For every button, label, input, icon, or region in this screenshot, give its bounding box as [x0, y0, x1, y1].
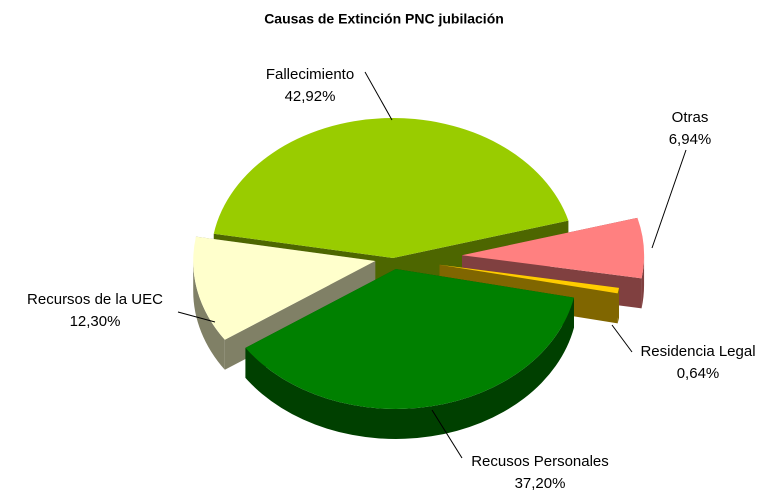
- slice: [439, 264, 620, 294]
- slice-side: [641, 255, 645, 309]
- slice: [245, 268, 574, 409]
- slice-value-label: 0,64%: [677, 365, 720, 382]
- slice-label: Fallecimiento: [266, 66, 354, 83]
- slice-label: Otras: [672, 109, 709, 126]
- slice: [213, 117, 569, 259]
- slice-value-label: 37,20%: [515, 475, 566, 492]
- slice-value-label: 12,30%: [70, 313, 121, 330]
- leader-line: [177, 311, 216, 323]
- leader-line: [364, 71, 393, 121]
- slice-value-label: 42,92%: [285, 88, 336, 105]
- slice: [193, 236, 376, 340]
- slice-label: Recusos Personales: [471, 453, 609, 470]
- slice-label: Residencia Legal: [640, 343, 755, 360]
- slice-side: [193, 260, 225, 370]
- slice-side: [245, 297, 574, 439]
- slice-side: [617, 287, 620, 324]
- leader-line: [611, 324, 633, 353]
- leader-line: [651, 149, 687, 249]
- leader-line: [431, 409, 463, 459]
- slice-label: Recursos de la UEC: [27, 291, 163, 308]
- slice: [462, 217, 645, 279]
- slice-value-label: 6,94%: [669, 131, 712, 148]
- chart-title: Causas de Extinción PNC jubilación: [264, 11, 504, 27]
- pie: [193, 117, 645, 439]
